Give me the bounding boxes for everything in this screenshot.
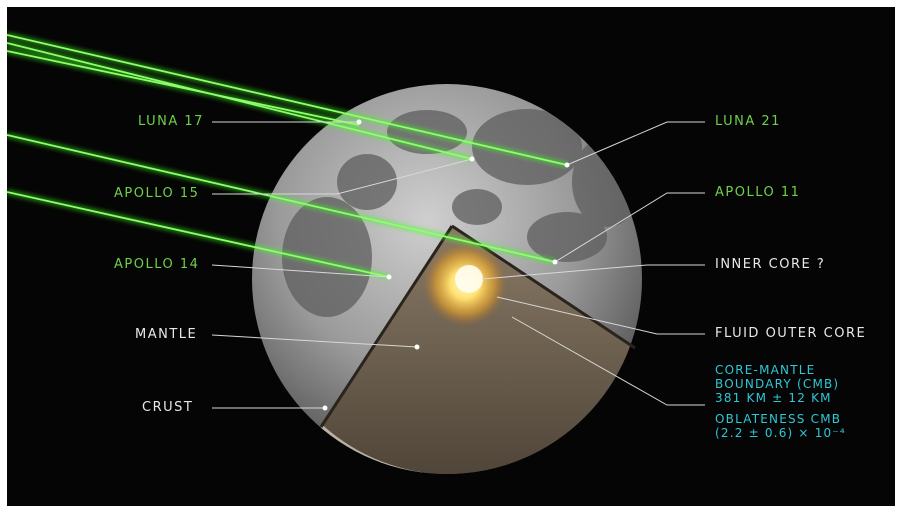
label-oblateness-line1: OBLATENESS CMB	[715, 412, 842, 426]
laser-beam-apollo14	[7, 191, 390, 278]
laser-beam-apollo15	[7, 42, 473, 160]
mantle-wedge	[321, 226, 635, 474]
label-cmb-line1: CORE-MANTLE	[715, 363, 816, 377]
label-apollo-14: APOLLO 14	[114, 257, 200, 272]
label-luna-17: LUNA 17	[138, 114, 204, 129]
label-luna-21: LUNA 21	[715, 114, 781, 129]
label-crust: CRUST	[142, 400, 194, 415]
marker-dots	[322, 119, 570, 411]
laser-beams	[7, 34, 568, 278]
leader-cmb	[511, 316, 705, 406]
leader-lines	[211, 121, 705, 409]
label-cmb-line3: 381 KM ± 12 KM	[715, 391, 832, 405]
inner-core	[455, 265, 483, 293]
laser-beam-luna21	[7, 34, 568, 166]
label-apollo-11: APOLLO 11	[715, 185, 801, 200]
label-cmb-line2: BOUNDARY (CMB)	[715, 377, 840, 391]
label-fluid-outer-core: FLUID OUTER CORE	[715, 326, 867, 341]
laser-beam-apollo11	[7, 134, 556, 263]
leader-apollo15	[212, 158, 473, 195]
leader-apollo14	[211, 264, 390, 278]
leader-inner-core	[481, 264, 705, 280]
leader-luna21	[566, 121, 705, 166]
laser-beam-luna17	[7, 50, 360, 126]
wedge-edge-left	[319, 225, 454, 428]
label-inner-core: INNER CORE ?	[715, 257, 826, 272]
leader-apollo11	[554, 192, 705, 263]
label-apollo-15: APOLLO 15	[114, 186, 200, 201]
label-oblateness-line2: (2.2 ± 0.6) × 10⁻⁴	[715, 426, 846, 440]
moon-diagram-graphics	[7, 32, 705, 474]
label-mantle: MANTLE	[135, 327, 198, 342]
diagram-canvas: LUNA 17 APOLLO 15 APOLLO 14 MANTLE CRUST…	[7, 7, 895, 506]
leader-fluid-outer-core	[496, 296, 705, 335]
leader-mantle	[211, 334, 418, 348]
